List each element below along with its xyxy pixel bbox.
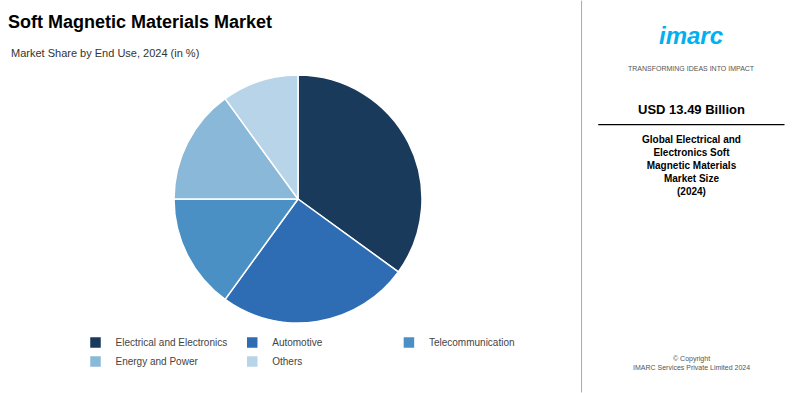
svg-text:Telecommunication: Telecommunication [429,337,515,348]
svg-text:TRANSFORMING IDEAS INTO IMPACT: TRANSFORMING IDEAS INTO IMPACT [628,65,755,72]
svg-text:Others: Others [272,356,302,367]
svg-text:Energy and Power: Energy and Power [116,356,199,367]
svg-text:Market Share by End Use, 2024: Market Share by End Use, 2024 (in %) [11,47,199,59]
svg-text:Electrical and Electronics: Electrical and Electronics [116,337,228,348]
svg-text:USD 13.49 Billion: USD 13.49 Billion [638,102,745,117]
svg-text:Global Electrical andElectroni: Global Electrical andElectronics SoftMag… [642,134,741,197]
svg-text:Automotive: Automotive [272,337,322,348]
svg-text:© CopyrightIMARC Services Priv: © CopyrightIMARC Services Private Limite… [633,355,750,371]
svg-text:Soft Magnetic Materials Market: Soft Magnetic Materials Market [8,12,272,32]
svg-text:imarc: imarc [659,22,723,49]
